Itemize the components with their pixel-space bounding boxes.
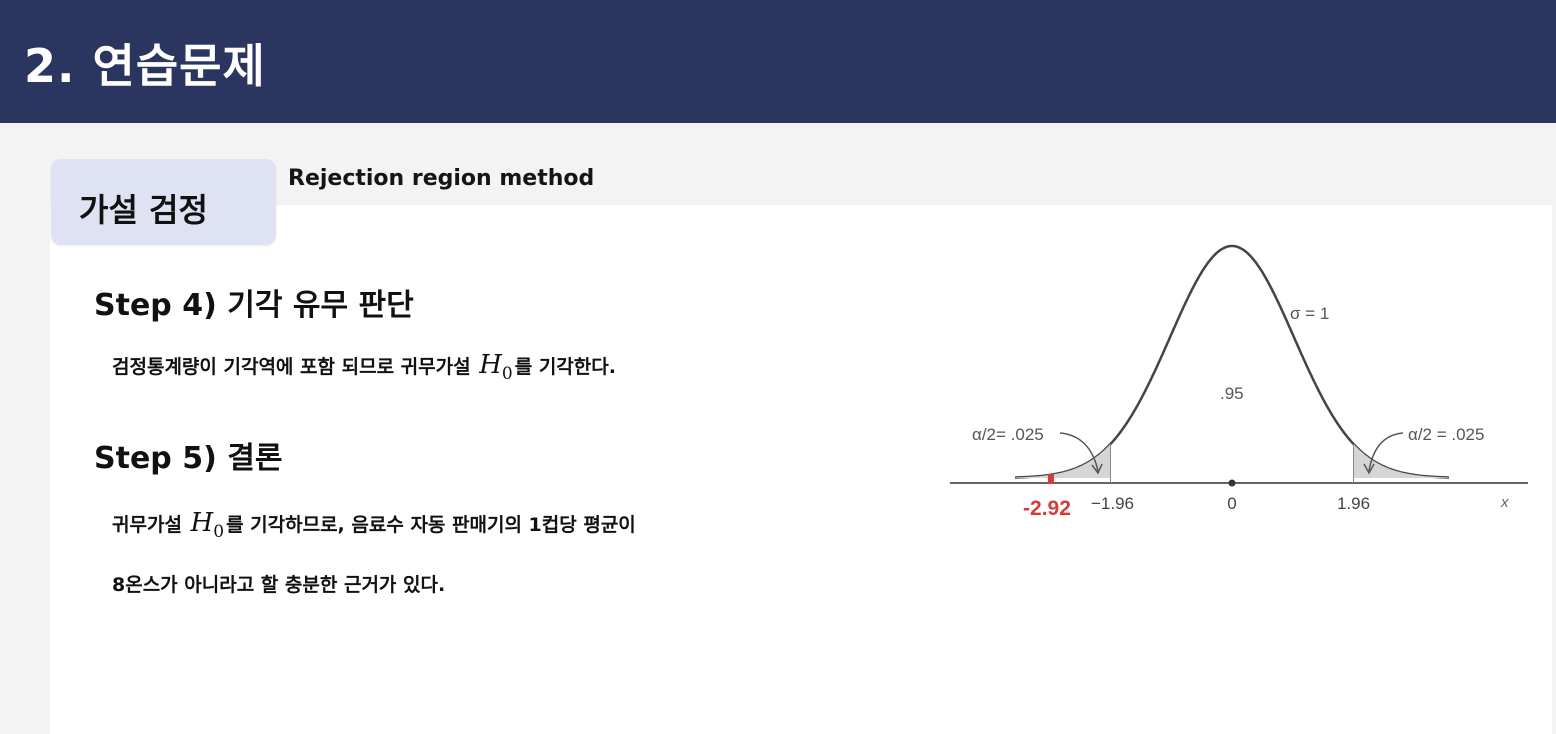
section-tab: 가설 검정 xyxy=(51,159,276,245)
h0-symbol-letter: H xyxy=(190,508,214,538)
sigma-label: σ = 1 xyxy=(1290,304,1329,323)
method-title: Rejection region method xyxy=(288,166,595,191)
tick-label-right-critical: 1.96 xyxy=(1337,494,1370,513)
step5-text-before: 귀무가설 xyxy=(112,514,182,536)
step4-title: Step 4) 기각 유무 판단 xyxy=(94,288,414,323)
section-tab-label: 가설 검정 xyxy=(79,191,208,229)
left-tail-arrow xyxy=(1059,432,1099,472)
right-tail-region xyxy=(1353,444,1449,478)
step5-text-after: 를 기각하므로, 음료수 자동 판매기의 1컵당 평균이 xyxy=(226,514,636,536)
left-tail-region xyxy=(1015,444,1111,478)
header-bar: 2. 연습문제 xyxy=(0,0,1556,123)
step5-text-line2: 8온스가 아니라고 할 충분한 근거가 있다. xyxy=(112,574,446,596)
h0-symbol: H0 xyxy=(190,508,225,542)
mean-point xyxy=(1228,479,1236,487)
test-statistic-marker xyxy=(1047,474,1054,484)
bell-curve xyxy=(1015,244,1449,479)
step4-text-before: 검정통계량이 기각역에 포함 되므로 귀무가설 xyxy=(112,356,471,378)
right-tail-arrowhead xyxy=(1363,463,1375,475)
h0-symbol-subscript: 0 xyxy=(501,364,513,385)
step5-title: Step 5) 결론 xyxy=(94,441,283,476)
normal-distribution-chart: −1.96 0 1.96 -2.92 x σ = 1 .95 α/2= .025… xyxy=(950,244,1528,520)
left-tail-arrowhead xyxy=(1091,463,1103,475)
step4-text: 검정통계량이 기각역에 포함 되므로 귀무가설 H0 를 기각한다. xyxy=(112,350,616,384)
right-tail-label: α/2 = .025 xyxy=(1408,425,1484,444)
test-statistic-label: -2.92 xyxy=(1023,497,1071,520)
right-tail-arrow xyxy=(1368,432,1404,472)
tick-label-mean: 0 xyxy=(1227,494,1236,513)
h0-symbol-subscript: 0 xyxy=(213,522,225,543)
h0-symbol: H0 xyxy=(479,350,513,384)
step4-text-after: 를 기각한다. xyxy=(514,356,616,378)
step5-text-line1: 귀무가설 H0 를 기각하므로, 음료수 자동 판매기의 1컵당 평균이 xyxy=(112,508,636,542)
x-axis-label: x xyxy=(1500,494,1509,511)
page-title: 2. 연습문제 xyxy=(24,39,266,93)
tick-label-left-critical: −1.96 xyxy=(1091,494,1134,513)
h0-symbol-letter: H xyxy=(479,350,502,380)
left-tail-label: α/2= .025 xyxy=(972,425,1044,444)
center-area-label: .95 xyxy=(1220,384,1244,403)
content-panel xyxy=(50,205,1552,734)
